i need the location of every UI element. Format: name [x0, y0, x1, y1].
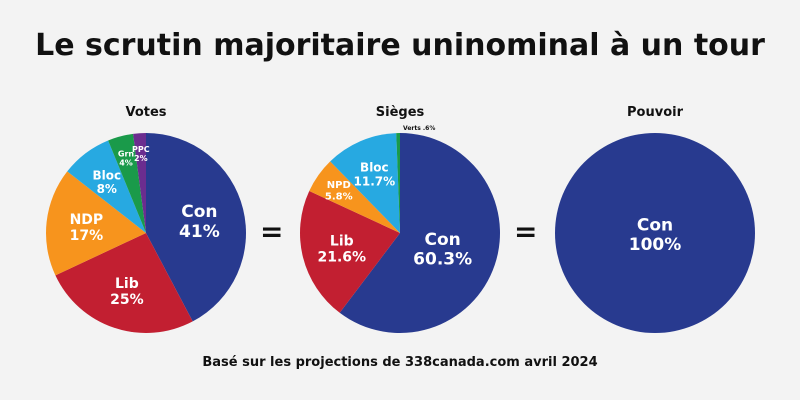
equals-sign-2: = [514, 215, 538, 248]
slice-label-grn: Grn 4% [118, 149, 135, 167]
seats-title: Sièges [375, 105, 425, 120]
pie-slice-con [555, 133, 755, 333]
slice-label-bloc: Bloc 8% [92, 168, 121, 196]
page-title: Le scrutin majoritaire uninominal à un t… [35, 28, 765, 63]
pie-slice-ppc [133, 133, 146, 233]
slice-label-con: Con 41% [179, 202, 220, 242]
pie-slice-lib [300, 190, 400, 313]
votes-title: Votes [125, 105, 167, 120]
pie-slice-con [146, 133, 246, 322]
slice-label-ppc: PPC 2% [132, 145, 150, 163]
slice-label-npd: NPD 5.8% [325, 180, 353, 203]
pie-slice-con [339, 133, 500, 333]
slice-label-verts: Verts .6% [403, 125, 435, 132]
slice-label-con: Con 60.3% [413, 230, 472, 270]
footer-source: Basé sur les projections de 338canada.co… [202, 355, 598, 370]
slice-label-con: Con 100% [629, 215, 682, 255]
power-title: Pouvoir [627, 105, 683, 120]
pie-slice-verts [396, 133, 400, 233]
slice-label-lib: Lib 25% [110, 276, 144, 308]
pie-slice-bloc [330, 133, 400, 233]
slice-label-bloc: Bloc 11.7% [354, 160, 396, 188]
pie-slice-lib [55, 233, 193, 333]
pie-slice-npd [309, 161, 400, 233]
slice-label-lib: Lib 21.6% [318, 233, 367, 265]
equals-sign-1: = [260, 215, 284, 248]
slice-label-ndp: NDP 17% [70, 212, 104, 244]
pie-slice-ndp [46, 171, 147, 276]
pie-slice-bloc [67, 140, 146, 233]
pie-slice-grn [108, 133, 146, 233]
